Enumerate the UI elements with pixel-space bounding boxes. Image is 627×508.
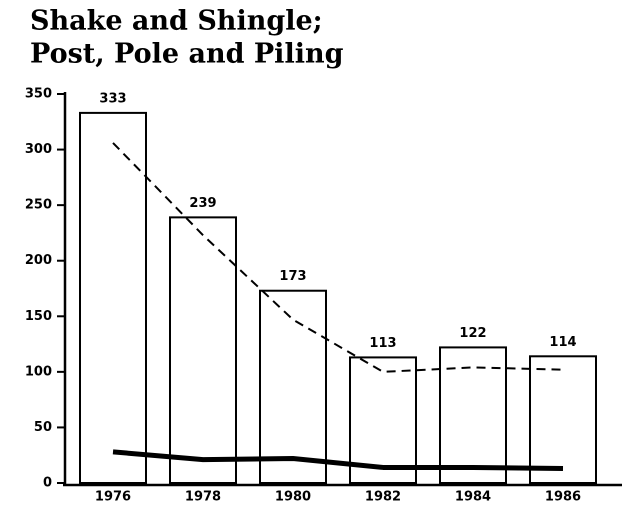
- y-tick-label: 250: [25, 198, 52, 213]
- bar: [529, 355, 597, 485]
- chart-title: Post, Pole and Piling: [30, 39, 344, 70]
- bar: [259, 289, 327, 485]
- bar: [169, 216, 237, 485]
- x-tick-label: 1984: [455, 490, 491, 505]
- y-tick-label: 200: [25, 253, 52, 268]
- bar: [349, 356, 417, 484]
- y-tick-label: 0: [43, 476, 52, 491]
- data-label: 239: [189, 196, 216, 211]
- y-tick-label: 300: [25, 142, 52, 157]
- x-tick-label: 1980: [275, 490, 311, 505]
- data-label: 173: [279, 269, 306, 284]
- data-label: 114: [549, 335, 576, 350]
- data-label: 333: [99, 91, 126, 106]
- y-tick-label: 150: [25, 309, 52, 324]
- x-tick-label: 1982: [365, 490, 401, 505]
- dashed-line: [112, 142, 564, 373]
- y-tick-label: 350: [25, 87, 52, 102]
- x-tick-label: 1986: [545, 490, 581, 505]
- chart-title: Shake and Shingle;: [30, 6, 323, 37]
- solid-line: [112, 449, 564, 472]
- y-tick-label: 50: [34, 420, 52, 435]
- x-tick-label: 1976: [95, 490, 131, 505]
- data-label: 122: [459, 326, 486, 341]
- x-tick-label: 1978: [185, 490, 221, 505]
- bar: [439, 346, 507, 484]
- y-tick-label: 100: [25, 364, 52, 379]
- bar: [79, 111, 147, 484]
- data-label: 113: [369, 336, 396, 351]
